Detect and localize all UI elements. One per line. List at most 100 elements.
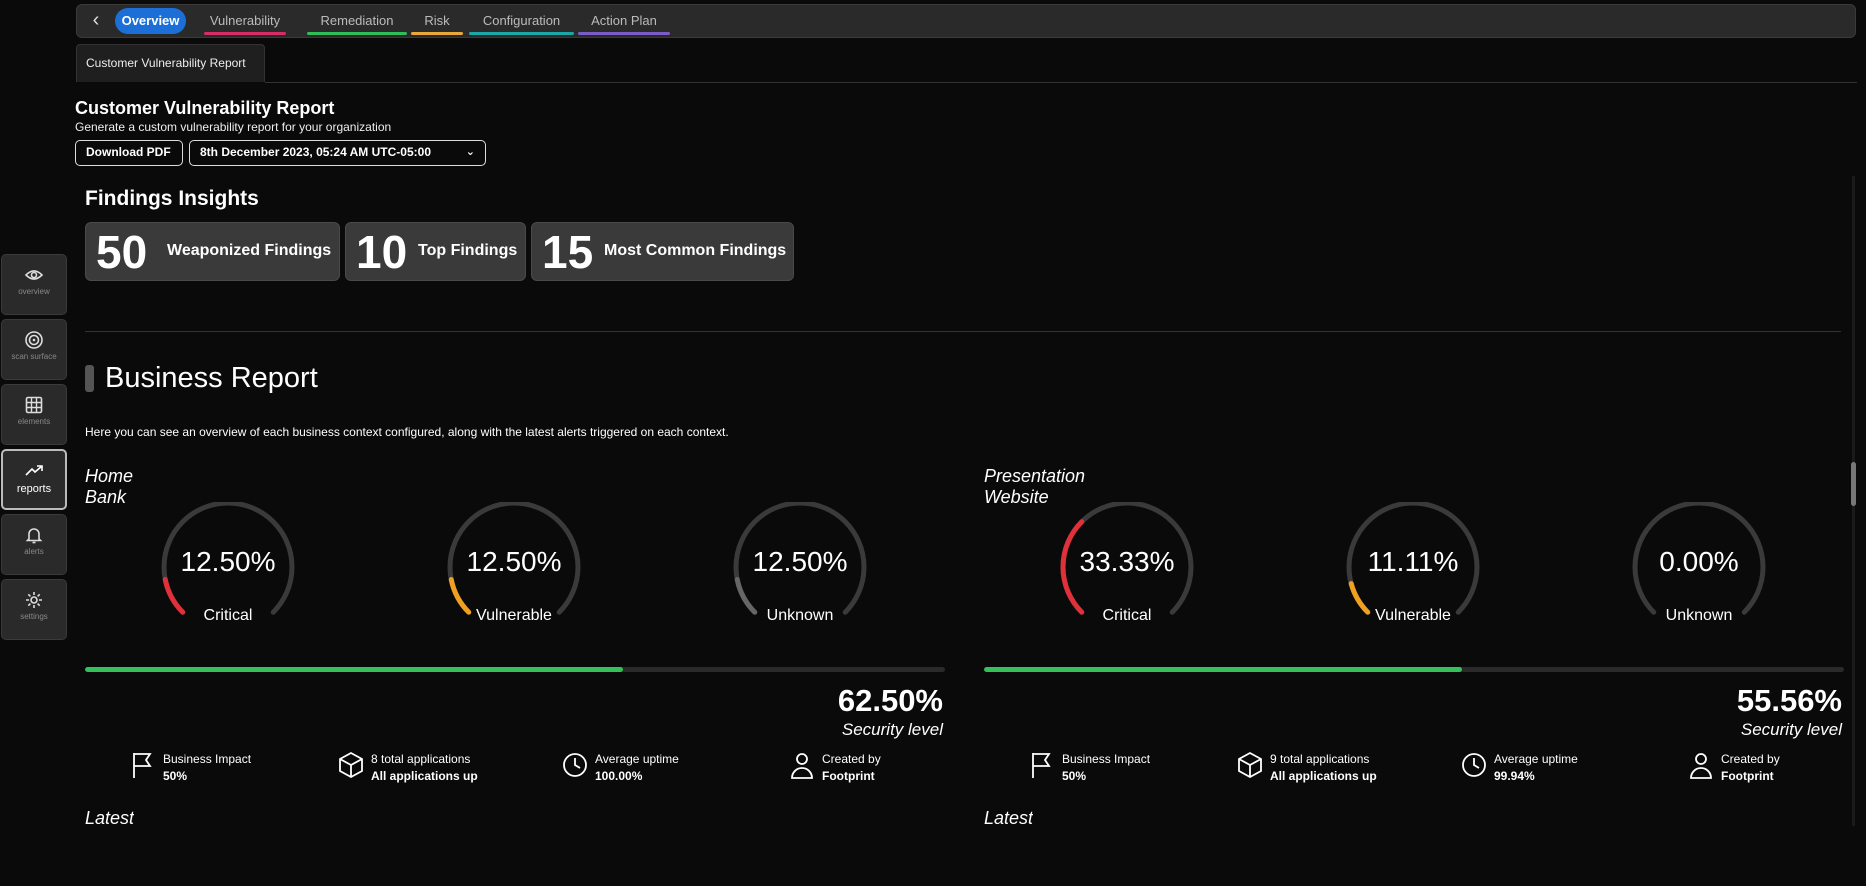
stat-value: 100.00% [595,769,643,783]
tab-overview[interactable]: Overview [115,8,186,34]
user-icon [1690,753,1712,779]
stat-label: Created by [1721,752,1780,766]
gauge-value: 12.50% [180,546,276,577]
tab-underline [411,32,463,35]
tab-label: Overview [121,13,180,28]
tab-underline [469,32,574,35]
tab-label: Action Plan [591,13,657,28]
gauge-value: 0.00% [1659,546,1739,577]
gear-icon [26,592,42,608]
finding-card-most-common[interactable]: 15 Most Common Findings [531,222,794,281]
sidebar-item-label: elements [17,417,51,426]
gauge-value: 33.33% [1079,546,1175,577]
sidebar-item-alerts[interactable]: alerts [1,514,67,575]
gauge-value: 12.50% [466,546,562,577]
gauge-label: Unknown [1665,607,1733,624]
sidebar-item-label: overview [18,287,50,296]
sidebar-item-label: alerts [24,547,44,556]
security-level-value: 55.56% [1736,683,1842,718]
tab-risk[interactable]: Risk [411,8,463,35]
tab-configuration[interactable]: Configuration [469,8,574,35]
security-level-fill [85,667,623,672]
security-level-bar [85,667,945,672]
tab-underline [578,32,670,35]
gauge-label: Critical [203,607,253,624]
gauge-label: Critical [1102,607,1152,624]
finding-label: Most Common Findings [604,242,787,259]
flag-icon [133,753,152,778]
stat-value: 99.94% [1494,769,1535,783]
gauge-label: Vulnerable [476,607,552,624]
subtab-divider [265,82,1857,83]
cube-icon [1238,751,1262,779]
sidebar-item-label: reports [16,483,52,495]
tab-vulnerability[interactable]: Vulnerability [204,8,286,35]
page-subtitle: Generate a custom vulnerability report f… [75,120,392,134]
clock-icon [1462,753,1486,777]
gauge-unknown: 12.50% Unknown [730,502,870,632]
stat-value: All applications up [1270,769,1377,783]
security-level-value: 62.50% [837,683,943,718]
eye-icon [24,270,44,280]
top-tab-bar: ‹ Overview Vulnerability Remediation Ris… [76,4,1856,38]
business-report-title: Business Report [105,362,318,394]
date-select-value: 8th December 2023, 05:24 AM UTC-05:00 [200,145,431,159]
gauge-label: Vulnerable [1375,607,1451,624]
finding-count: 15 [542,226,594,278]
tab-label: Configuration [482,13,561,28]
subtab-customer-vulnerability-report[interactable]: Customer Vulnerability Report [76,44,265,82]
stat-value: 50% [163,769,188,783]
gauge-unknown: 0.00% Unknown [1629,502,1769,632]
tab-label: Risk [424,13,450,28]
security-level-fill [984,667,1462,672]
chevron-down-icon: ⌄ [465,146,475,158]
finding-count: 10 [356,226,408,278]
sidebar-item-reports[interactable]: reports [1,449,67,510]
sidebar-item-scan-surface[interactable]: scan surface [1,319,67,380]
back-chevron-icon[interactable]: ‹ [92,9,100,31]
stat-label: 9 total applications [1270,752,1370,766]
security-level-label: Security level [1740,720,1842,739]
gauge-vulnerable: 12.50% Vulnerable [444,502,584,632]
finding-label: Top Findings [418,242,518,259]
sidebar-item-elements[interactable]: elements [1,384,67,445]
stat-label: Business Impact [1062,752,1151,766]
security-level-label: Security level [841,720,943,739]
stat-value: Footprint [1721,769,1774,783]
tab-action-plan[interactable]: Action Plan [578,8,670,35]
sidebar-item-overview[interactable]: overview [1,254,67,315]
stat-label: 8 total applications [371,752,471,766]
finding-count: 50 [96,226,148,278]
sidebar-item-label: settings [20,612,48,621]
section-divider [85,331,1841,332]
clock-icon [563,753,587,777]
section-marker [85,365,94,392]
cube-icon [339,751,363,779]
gauge-vulnerable: 11.11% Vulnerable [1343,502,1483,632]
sidebar-item-settings[interactable]: settings [1,579,67,640]
stat-value: 50% [1062,769,1087,783]
context-name: Presentation Website [984,466,1086,507]
stat-label: Average uptime [595,752,679,766]
finding-card-weaponized[interactable]: 50 Weaponized Findings [85,222,340,281]
grid-icon [25,396,43,414]
date-select[interactable]: 8th December 2023, 05:24 AM UTC-05:00 ⌄ [189,140,486,166]
bell-icon [25,528,43,544]
gauge-label: Unknown [766,607,834,624]
tab-underline [204,32,286,35]
findings-insights-title: Findings Insights [85,187,259,210]
context-name: Home Bank [85,466,134,507]
page-title: Customer Vulnerability Report [75,98,335,118]
security-level-bar [984,667,1844,672]
business-report-description: Here you can see an overview of each bus… [85,425,729,439]
stat-label: Created by [822,752,881,766]
stat-label: Business Impact [163,752,252,766]
finding-card-top[interactable]: 10 Top Findings [345,222,526,281]
stat-value: Footprint [822,769,875,783]
scrollbar-thumb[interactable] [1851,462,1856,506]
tab-remediation[interactable]: Remediation [307,8,407,35]
download-pdf-button[interactable]: Download PDF [75,140,183,166]
gauge-value: 11.11% [1367,546,1459,577]
latest-alerts-title: Latest alerts [85,808,135,826]
user-icon [791,753,813,779]
